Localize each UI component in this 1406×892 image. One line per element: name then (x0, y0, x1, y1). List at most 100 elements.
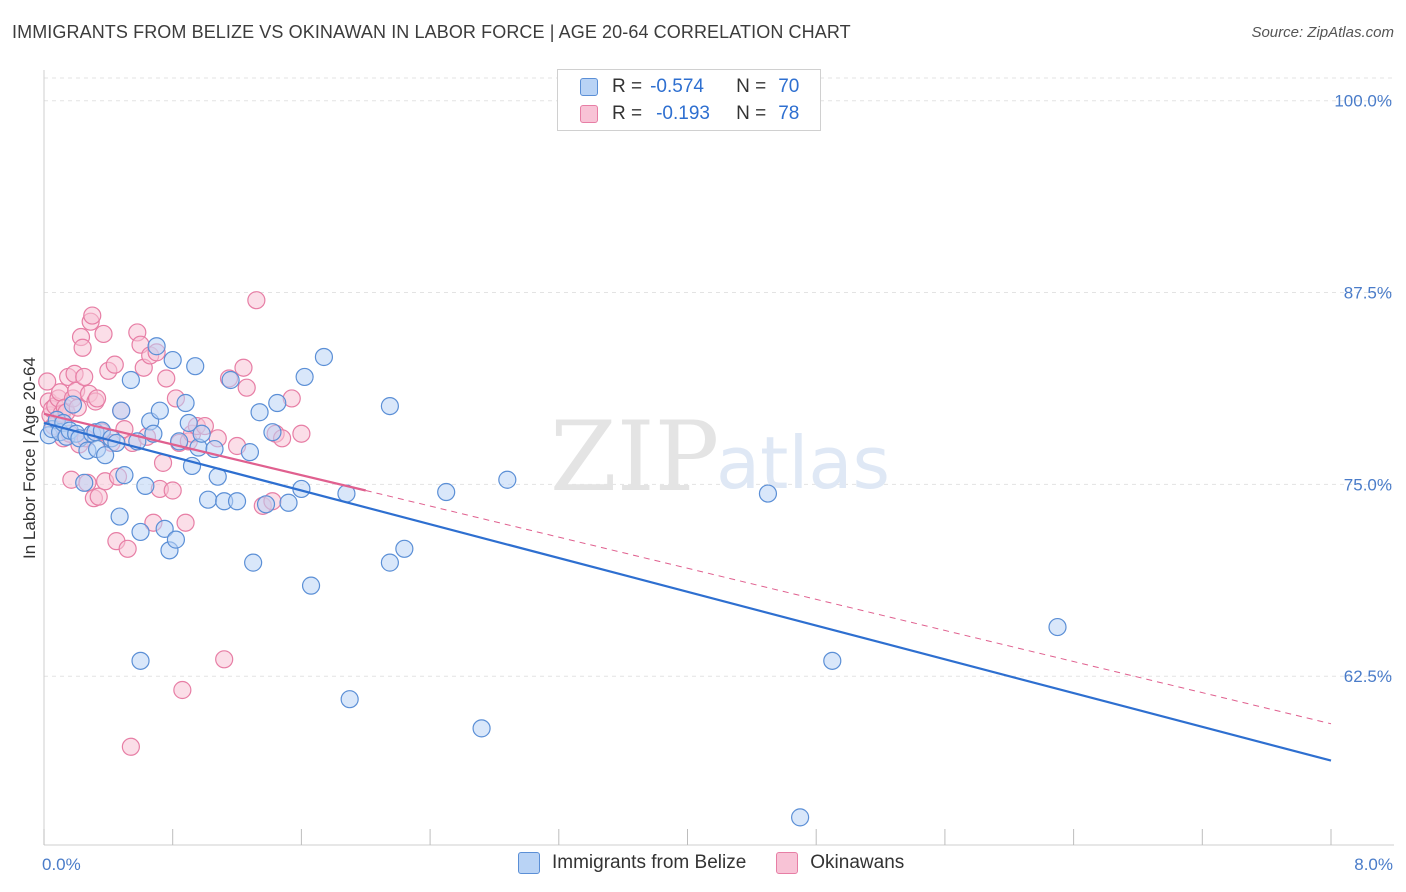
belize-point (155, 519, 174, 538)
belize-point (498, 470, 517, 489)
legend-label-belize: Immigrants from Belize (552, 852, 747, 873)
belize-point (96, 446, 115, 465)
correlation-legend: R = -0.574 N = 70 R = -0.193 N = 78 (557, 69, 821, 131)
y-tick-label: 100.0% (1334, 92, 1392, 111)
legend-item-okinawa: Okinawans (776, 852, 904, 874)
belize-point (179, 413, 198, 433)
okinawa-point (157, 369, 176, 388)
belize-point (240, 443, 260, 462)
belize-point (301, 576, 321, 595)
legend-n-value: 78 (778, 103, 800, 124)
x-tick-labels: 0.0% 8.0% (42, 855, 1393, 874)
belize-point (437, 482, 456, 502)
series-legend: Immigrants from Belize Okinawans (518, 852, 934, 874)
okinawa-point (75, 367, 94, 387)
belize-point (110, 507, 129, 526)
y-tick-label: 87.5% (1344, 284, 1392, 303)
belize-point (221, 370, 240, 390)
okinawa-point (237, 378, 256, 397)
okinawa-point (118, 539, 137, 558)
belize-point (112, 401, 131, 420)
belize-point (136, 476, 155, 495)
legend-label-okinawa: Okinawans (810, 852, 905, 873)
belize-point (166, 530, 186, 549)
belize-point (121, 370, 140, 390)
okinawa-point (234, 358, 253, 377)
belize-point (340, 690, 359, 709)
okinawa-point (83, 306, 102, 325)
belize-swatch (518, 852, 540, 874)
watermark: ZIP atlas (550, 401, 890, 513)
legend-n-label: N = (736, 103, 767, 124)
okinawa-point (87, 389, 107, 408)
belize-point (758, 484, 778, 503)
belize-point (176, 393, 195, 413)
okinawa-trend-extension (365, 490, 1332, 725)
belize-point (63, 395, 83, 414)
legend-row-belize: R = -0.574 N = 70 (580, 75, 799, 99)
belize-point (823, 651, 842, 670)
belize-point (147, 337, 166, 356)
belize-point (295, 367, 314, 387)
belize-point (186, 357, 205, 376)
legend-r-value: -0.574 (650, 76, 704, 97)
belize-point (115, 466, 134, 485)
legend-r-value: -0.193 (656, 103, 710, 124)
okinawa-point (215, 650, 234, 669)
okinawa-point (153, 453, 173, 472)
belize-point (791, 808, 810, 827)
y-axis-label: In Labor Force | Age 20-64 (20, 357, 39, 559)
legend-n-label: N = (736, 76, 767, 97)
okinawa-trend-line (43, 412, 367, 492)
belize-point (198, 490, 218, 509)
okinawa-point (38, 372, 57, 391)
belize-point (472, 719, 491, 738)
chart-source: Source: ZipAtlas.com (1251, 24, 1394, 41)
x-tick-label: 8.0% (1354, 855, 1393, 874)
belize-point (192, 424, 211, 443)
x-tick-label: 0.0% (42, 855, 81, 874)
okinawa-point (121, 737, 140, 756)
okinawa-point (247, 291, 266, 310)
y-tick-labels: 100.0% 87.5% 75.0% 62.5% (1334, 92, 1392, 686)
belize-point (244, 553, 263, 572)
legend-r-label: R = (612, 103, 643, 124)
chart-title: IMMIGRANTS FROM BELIZE VS OKINAWAN IN LA… (12, 22, 851, 42)
watermark-zip: ZIP (550, 401, 719, 513)
okinawa-point (73, 338, 92, 357)
legend-n-value: 70 (778, 76, 800, 97)
belize-point (150, 401, 169, 420)
belize-point (314, 347, 334, 367)
belize-point (131, 522, 150, 542)
y-tick-label: 75.0% (1344, 475, 1392, 494)
okinawa-point (94, 324, 113, 344)
trend-lines (43, 412, 1332, 762)
okinawa-point (89, 487, 108, 506)
belize-point (250, 403, 269, 422)
belize-point (263, 423, 282, 442)
belize-point (380, 396, 399, 416)
belize-point (131, 651, 150, 670)
belize-swatch (580, 78, 598, 96)
axes (43, 70, 1394, 846)
y-tick-label: 62.5% (1344, 667, 1392, 686)
okinawa-swatch (776, 852, 799, 874)
belize-point (268, 393, 287, 413)
okinawa-swatch (580, 105, 598, 123)
okinawa-point (173, 680, 192, 700)
belize-point (395, 539, 414, 558)
belize-point (380, 553, 399, 572)
legend-row-okinawa: R = -0.193 N = 78 (580, 102, 799, 126)
belize-point (75, 473, 94, 492)
belize-point (163, 350, 182, 370)
okinawa-point (163, 481, 182, 500)
grid-lines (44, 77, 1394, 677)
okinawa-point (292, 424, 311, 443)
belize-point (279, 493, 298, 512)
belize-point (1048, 617, 1067, 637)
belize-trend-line (43, 421, 1332, 762)
legend-item-belize: Immigrants from Belize (518, 852, 746, 874)
belize-point (256, 495, 276, 514)
belize-point (227, 492, 247, 511)
